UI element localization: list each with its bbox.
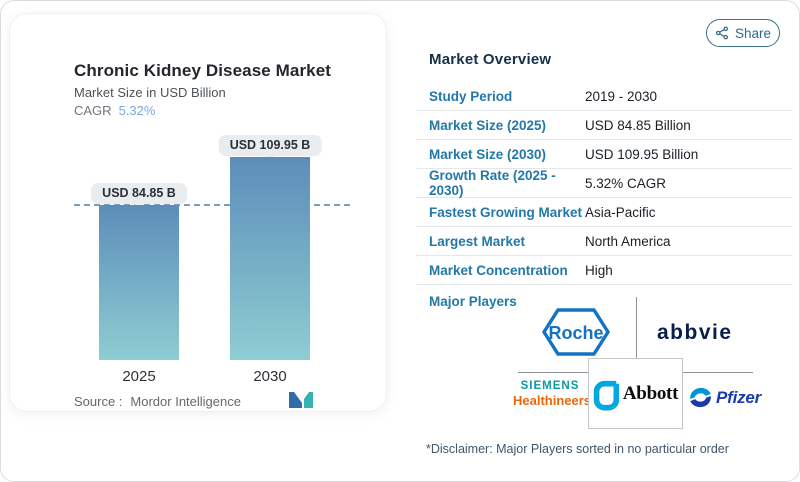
bar-value-label-2025: USD 84.85 B [91, 183, 187, 204]
row-label: Market Size (2025) [429, 117, 547, 133]
pfizer-swirl-icon [688, 385, 713, 410]
source-label: Source : [74, 394, 123, 409]
chart-card: Chronic Kidney Disease Market Market Siz… [9, 13, 387, 412]
pfizer-logo-text: Pfizer [716, 387, 762, 407]
healthineers-logo-text: Healthineers [513, 393, 592, 408]
siemens-healthineers-logo: SIEMENS Healthineers [513, 380, 592, 408]
x-axis-label-2030: 2030 [253, 368, 287, 385]
siemens-logo-text: SIEMENS [520, 380, 580, 392]
row-value: 5.32% CAGR [585, 175, 667, 191]
roche-logo-text: Roche [548, 323, 603, 343]
source-row: Source : Mordor Intelligence [74, 394, 241, 409]
row-value: Asia-Pacific [585, 204, 656, 220]
table-row: Market Size (2030) USD 109.95 Billion [416, 140, 792, 169]
table-row: Study Period 2019 - 2030 [416, 82, 792, 111]
bar-value-label-2030: USD 109.95 B [218, 135, 322, 156]
cagr-label: CAGR [74, 103, 112, 118]
row-value: North America [585, 233, 671, 249]
row-label: Growth Rate (2025 - 2030) [429, 168, 556, 198]
chart-subtitle: Market Size in USD Billion [74, 85, 226, 100]
abbvie-logo: abbvie [657, 321, 733, 344]
row-value: USD 109.95 Billion [585, 146, 699, 162]
cagr-row: CAGR 5.32% [74, 103, 155, 118]
cagr-value: 5.32% [118, 103, 156, 118]
row-value: High [585, 262, 613, 278]
row-label: Market Size (2030) [429, 146, 547, 162]
table-row: Fastest Growing Market Asia-Pacific [416, 198, 792, 227]
row-label: Largest Market [429, 233, 526, 249]
row-value: 2019 - 2030 [585, 88, 658, 104]
roche-logo: Roche [541, 307, 611, 362]
major-players-label: Major Players [429, 294, 517, 309]
table-row: Market Concentration High [416, 256, 792, 285]
bar-2030 [230, 157, 310, 360]
x-axis-label-2025: 2025 [122, 368, 156, 385]
abbott-logo-text: Abbott [622, 382, 679, 404]
pfizer-logo: Pfizer [688, 385, 761, 410]
table-row: Market Size (2025) USD 84.85 Billion [416, 111, 792, 140]
share-icon [715, 26, 729, 40]
abbott-logo: Abbott [588, 358, 683, 429]
row-label: Market Concentration [429, 262, 568, 278]
share-button[interactable]: Share [706, 19, 780, 47]
bar-2025 [99, 205, 179, 360]
source-name: Mordor Intelligence [130, 394, 241, 409]
players-vertical-divider [636, 297, 637, 358]
row-value: USD 84.85 Billion [585, 117, 691, 133]
row-label: Study Period [429, 88, 513, 104]
table-row: Growth Rate (2025 - 2030) 5.32% CAGR [416, 168, 792, 198]
overview-table: Study Period 2019 - 2030 Market Size (20… [416, 82, 792, 285]
disclaimer-text: *Disclaimer: Major Players sorted in no … [426, 442, 729, 456]
row-label: Fastest Growing Market [429, 204, 583, 220]
overview-heading: Market Overview [429, 51, 552, 68]
mordor-intelligence-logo-icon [288, 391, 314, 414]
reference-dashed-line [74, 204, 350, 206]
chart-title: Chronic Kidney Disease Market [74, 61, 332, 80]
table-row: Largest Market North America [416, 227, 792, 256]
abbott-symbol-icon [593, 376, 619, 412]
share-button-label: Share [734, 25, 772, 41]
